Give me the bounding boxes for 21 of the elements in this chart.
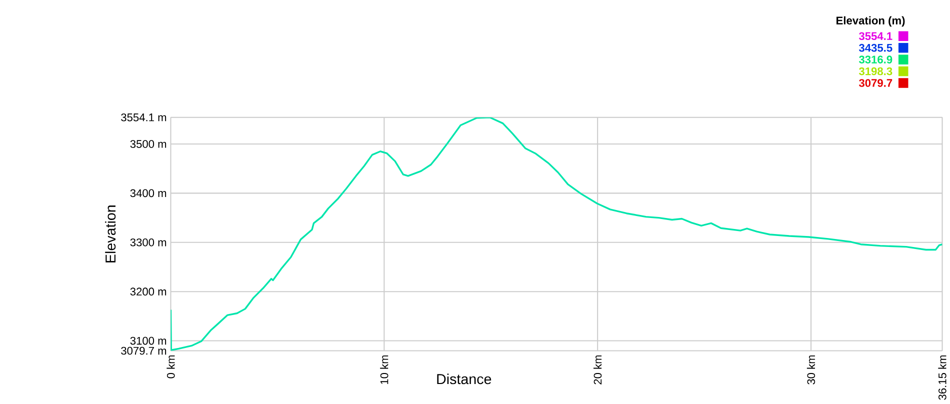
y-tick-label: 3079.7 m	[121, 346, 166, 355]
x-axis-title: Distance	[437, 374, 492, 384]
line-series	[170, 117, 942, 351]
y-tick-label: 3500 m	[130, 140, 166, 148]
x-tick-label: 36.15 km	[938, 355, 946, 400]
color-bar-label: 3316.9	[858, 56, 892, 64]
y-axis-title: Elevation	[105, 206, 116, 262]
x-tick-label: 30 km	[806, 355, 816, 384]
y-tick-label: 3200 m	[130, 288, 166, 296]
y-tick-label: 3100 m	[130, 336, 166, 345]
color-bar-label: 3435.5	[858, 44, 892, 52]
y-tick-label: 3554.1 m	[121, 113, 166, 122]
y-tick-label: 3400 m	[130, 189, 166, 198]
color-bar-title: Elevation (m)	[836, 16, 905, 27]
x-tick-label: 0 km	[166, 355, 175, 378]
color-bar-label: 3079.7	[858, 79, 892, 87]
color-bar-label: 3198.3	[858, 67, 892, 76]
x-tick-label: 20 km	[594, 355, 602, 384]
y-tick-label: 3300 m	[130, 238, 166, 246]
color-bar-label: 3554.1	[858, 32, 892, 40]
x-tick-label: 10 km	[380, 355, 388, 384]
